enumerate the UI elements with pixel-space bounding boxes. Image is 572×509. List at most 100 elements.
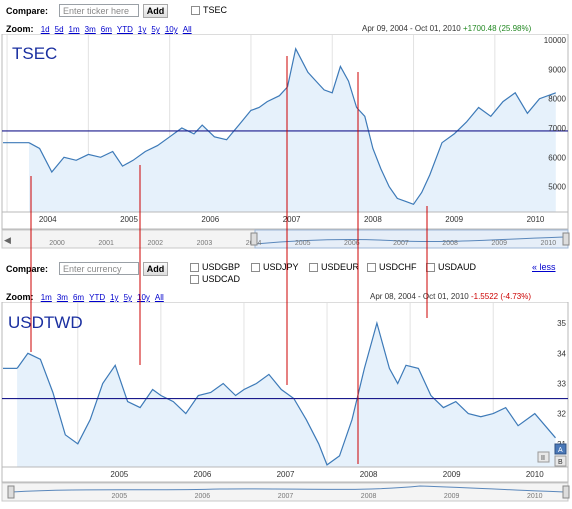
tsec-x-tick-2009: 2009 — [445, 215, 463, 224]
top-date-range: Apr 09, 2004 - Oct 01, 2010 — [362, 24, 461, 33]
zoom-10y-bottom[interactable]: 10y — [137, 293, 150, 302]
tsec-x-tick-2010: 2010 — [527, 215, 545, 224]
usdtwd-x-tick-2008: 2008 — [360, 470, 378, 479]
top-zoom-row: Zoom: 1d 5d 1m 3m 6m YTD 1y 5y 10y All — [6, 24, 197, 36]
zoom-1m[interactable]: 1m — [68, 25, 80, 34]
usdeur-label: USDEUR — [321, 262, 360, 272]
bottom-date-range: Apr 08, 2004 - Oct 01, 2010 — [370, 292, 469, 301]
zoom-1y-bottom[interactable]: 1y — [110, 293, 119, 302]
tsec-nav-tick-2006: 2006 — [344, 240, 360, 247]
usdchf-checkbox[interactable] — [367, 263, 376, 272]
tsec-y-tick-5000: 5000 — [548, 183, 566, 192]
usdcad-checkbox[interactable] — [190, 275, 199, 284]
a-icon: A — [558, 447, 563, 454]
tsec-nav-tick-2002: 2002 — [148, 240, 164, 247]
usdtwd-x-tick-2007: 2007 — [277, 470, 295, 479]
bottom-zoom-row: Zoom: 1m 3m 6m YTD 1y 5y 10y All — [6, 292, 169, 304]
tsec-nav-tick-2001: 2001 — [98, 240, 114, 247]
pause-icon: II — [541, 455, 545, 462]
zoom-6m-bottom[interactable]: 6m — [72, 293, 85, 302]
usdgbp-label: USDGBP — [202, 262, 241, 272]
usdaud-label: USDAUD — [438, 262, 477, 272]
top-scroll-left-arrow[interactable]: ◀ — [4, 235, 11, 245]
zoom-10y[interactable]: 10y — [164, 25, 178, 34]
bottom-range: Apr 08, 2004 - Oct 01, 2010 -1.5522 (-4.… — [370, 292, 531, 301]
tsec-nav-tick-2007: 2007 — [393, 240, 409, 247]
zoom-all[interactable]: All — [182, 25, 192, 34]
ticker-input[interactable]: Enter ticker here — [59, 4, 139, 17]
tsec-x-tick-2005: 2005 — [120, 215, 138, 224]
tsec-nav-tick-2000: 2000 — [49, 240, 65, 247]
zoom-5d[interactable]: 5d — [54, 25, 64, 34]
chart-control-pause[interactable] — [537, 451, 550, 463]
zoom-3m[interactable]: 3m — [84, 25, 96, 34]
usdtwd-y-tick-35: 35 — [557, 319, 566, 328]
top-range: Apr 09, 2004 - Oct 01, 2010 +1700.48 (25… — [362, 24, 531, 33]
tsec-line — [28, 47, 557, 206]
usdtwd-y-tick-34: 34 — [557, 349, 566, 358]
tsec-nav-tick-2003: 2003 — [197, 240, 213, 247]
usdeur-checkbox[interactable] — [309, 263, 318, 272]
compare-label: Compare: — [6, 6, 49, 16]
usdjpy-checkbox[interactable] — [251, 263, 260, 272]
zoom-label: Zoom: — [6, 24, 34, 34]
tsec-nav-tick-2009: 2009 — [491, 240, 507, 247]
usdtwd-nav-tick-2008: 2008 — [361, 493, 377, 500]
zoom-1y[interactable]: 1y — [137, 25, 147, 34]
usdtwd-x-tick-2010: 2010 — [526, 470, 544, 479]
tsec-y-tick-9000: 9000 — [548, 65, 566, 74]
usdtwd-nav-tick-2005: 2005 — [112, 493, 128, 500]
zoom-5y-bottom[interactable]: 5y — [123, 293, 133, 302]
tsec-series-label: TSEC — [12, 44, 57, 63]
bottom-change: -1.5522 (-4.73%) — [470, 292, 531, 301]
usdchf-label: USDCHF — [379, 262, 417, 272]
top-navigator-right-handle[interactable] — [562, 232, 570, 246]
add-ticker-button[interactable]: Add — [143, 4, 168, 18]
tsec-y-tick-7000: 7000 — [548, 124, 566, 133]
zoom-5y[interactable]: 5y — [151, 25, 160, 34]
bottom-compare-label: Compare: — [6, 264, 49, 274]
bottom-navigator-left-handle[interactable] — [7, 485, 15, 499]
usdaud-checkbox[interactable] — [426, 263, 435, 272]
usdgbp-checkbox[interactable] — [190, 263, 199, 272]
bottom-compare-bar: Compare: Enter currency Add USDGBP USDJP… — [0, 259, 572, 285]
usdtwd-x-tick-2005: 2005 — [110, 470, 128, 479]
currency-input[interactable]: Enter currency — [59, 262, 139, 275]
chart-control-a[interactable] — [554, 443, 567, 455]
usdtwd-nav-tick-2006: 2006 — [195, 493, 211, 500]
zoom-1m-bottom[interactable]: 1m — [40, 293, 52, 302]
usdtwd-y-tick-32: 32 — [557, 410, 566, 419]
usdtwd-line — [16, 320, 556, 466]
usdtwd-area — [17, 323, 556, 467]
usdjpy-label: USDJPY — [263, 262, 299, 272]
tsec-y-tick-8000: 8000 — [548, 95, 566, 104]
tsec-nav-tick-2005: 2005 — [295, 240, 311, 247]
top-navigator-left-handle[interactable] — [250, 232, 258, 246]
tsec-y-tick-6000: 6000 — [548, 153, 566, 162]
zoom-all-bottom[interactable]: All — [154, 293, 164, 302]
zoom-ytd[interactable]: YTD — [116, 25, 133, 34]
usdtwd-series-label: USDTWD — [8, 313, 83, 332]
tsec-x-tick-2008: 2008 — [364, 215, 382, 224]
zoom-1d[interactable]: 1d — [40, 25, 50, 34]
chart-control-b[interactable] — [554, 455, 567, 467]
zoom-ytd-bottom[interactable]: YTD — [89, 293, 106, 302]
top-compare-bar: Compare: Enter ticker here Add TSEC — [0, 0, 572, 22]
usdcad-label: USDCAD — [202, 274, 241, 284]
tsec-x-tick-2004: 2004 — [39, 215, 57, 224]
add-currency-button[interactable]: Add — [143, 262, 168, 276]
usdtwd-nav-tick-2010: 2010 — [527, 493, 543, 500]
less-link[interactable]: « less — [532, 262, 556, 272]
tsec-checkbox[interactable] — [191, 6, 200, 15]
bottom-navigator-right-handle[interactable] — [562, 485, 570, 499]
zoom-6m[interactable]: 6m — [100, 25, 112, 34]
tsec-nav-tick-2010: 2010 — [541, 240, 557, 247]
tsec-nav-tick-2008: 2008 — [442, 240, 458, 247]
usdtwd-nav-tick-2007: 2007 — [278, 493, 294, 500]
zoom-3m-bottom[interactable]: 3m — [56, 293, 68, 302]
top-change: +1700.48 (25.98%) — [462, 24, 532, 33]
usdtwd-x-tick-2009: 2009 — [443, 470, 461, 479]
tsec-chart: 5000 6000 7000 8000 9000 10000 2004 2005 2006 20… — [1, 34, 570, 249]
tsec-y-tick-10000: 10000 — [544, 36, 567, 45]
